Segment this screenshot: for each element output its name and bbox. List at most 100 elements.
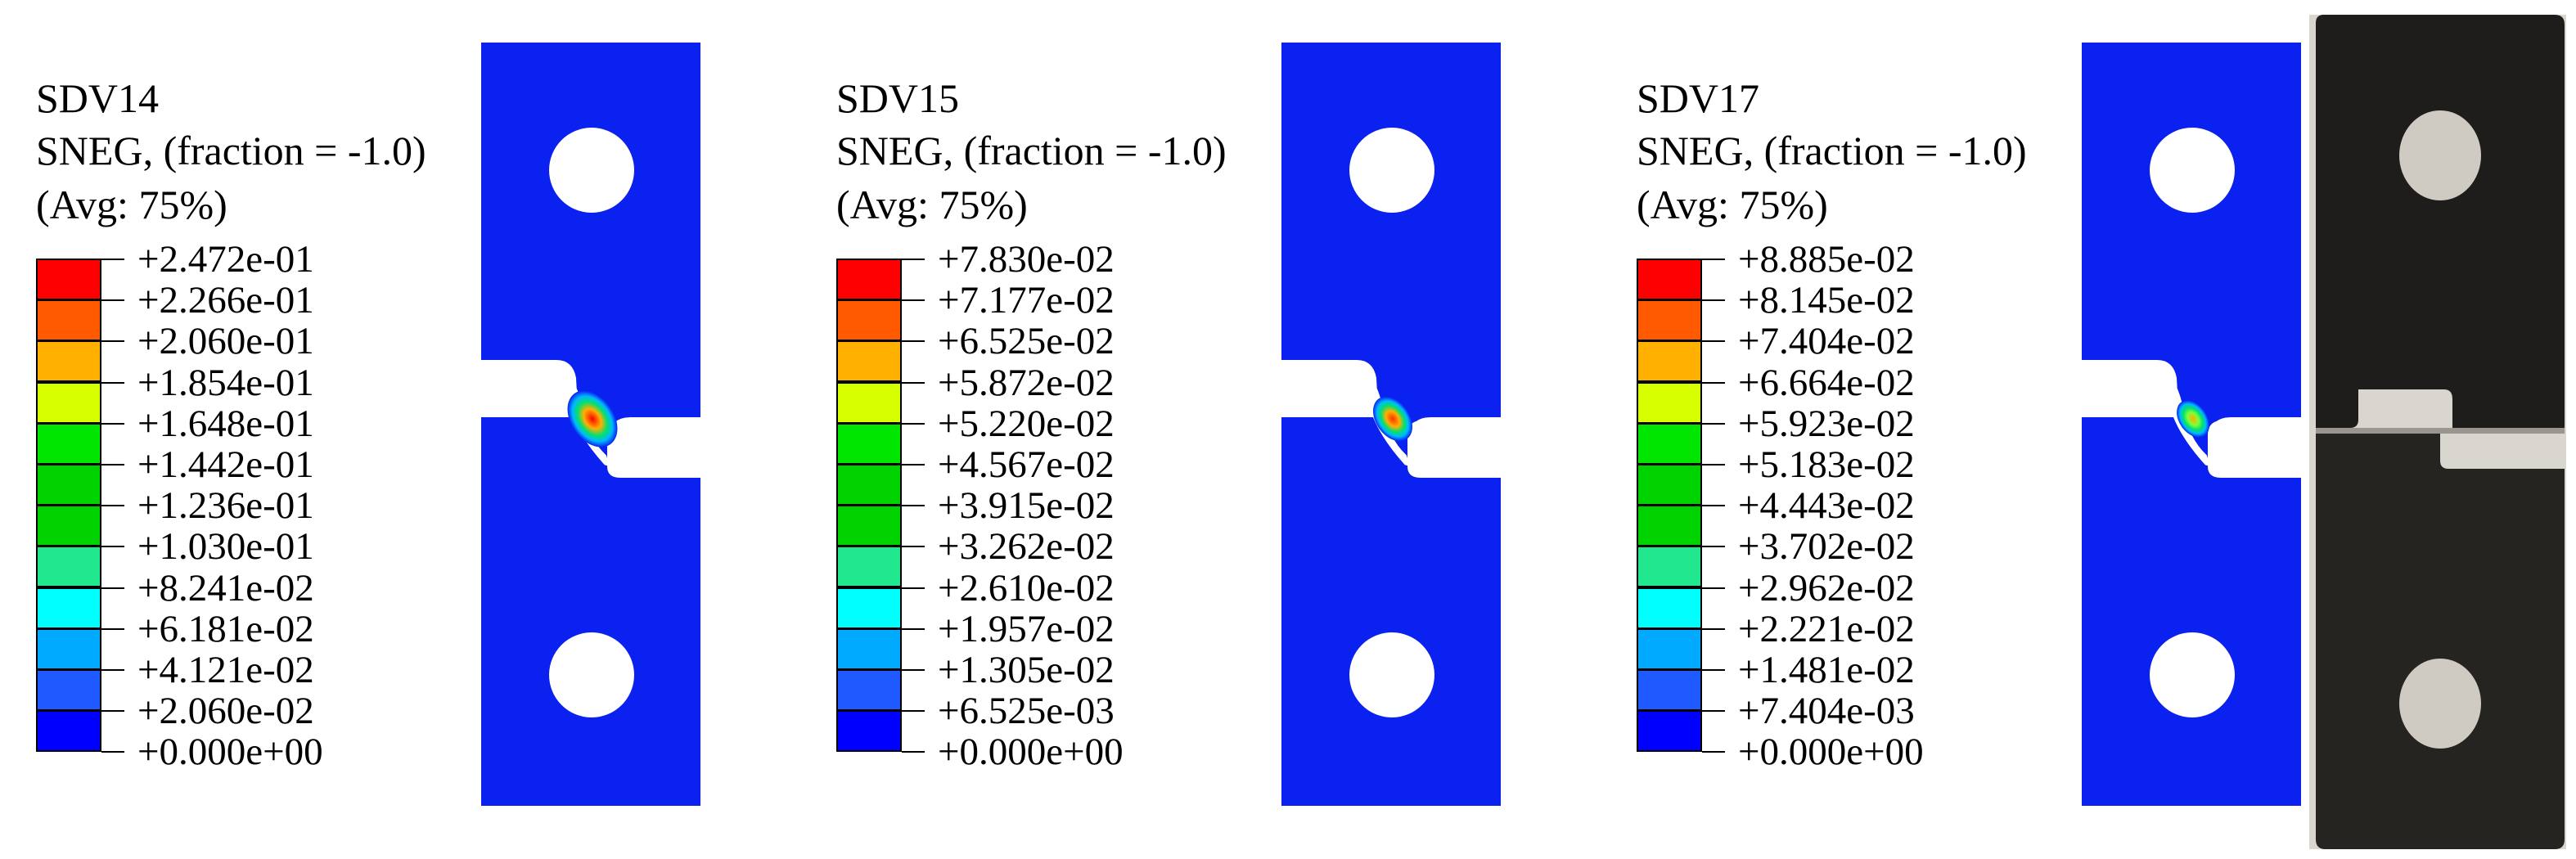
legend-color-band <box>836 505 902 547</box>
legend-color-band <box>836 546 902 588</box>
legend-color-band <box>836 627 902 670</box>
legend-value: +2.221e-02 <box>1738 607 1915 650</box>
damage-hotspot <box>2177 400 2209 438</box>
legend-color-band <box>1637 546 1702 588</box>
legend-tick <box>902 340 925 343</box>
legend-tick <box>902 259 925 260</box>
specimen-upper-arm <box>481 43 700 458</box>
legend-tick <box>902 710 925 713</box>
legend-value: +6.525e-03 <box>938 690 1115 733</box>
legend-value: +4.121e-02 <box>137 649 314 691</box>
legend-value: +1.481e-02 <box>1738 649 1915 691</box>
legend-color-band <box>836 587 902 629</box>
variable-description: SNEG, (fraction = -1.0) <box>36 128 426 173</box>
legend-tick <box>902 464 925 465</box>
variable-description: SNEG, (fraction = -1.0) <box>836 128 1227 173</box>
averaging-note: (Avg: 75%) <box>1637 182 1828 227</box>
legend-color-band <box>1637 259 1702 300</box>
legend-tick <box>1702 627 1725 630</box>
specimen-lower-arm <box>2082 417 2301 806</box>
variable-description: SNEG, (fraction = -1.0) <box>1637 128 2027 173</box>
legend-tick <box>101 505 124 507</box>
specimen-upper-arm <box>1281 43 1501 458</box>
contour-legend: +8.885e-02 +8.145e-02 +7.404e-02 +6.664e-02… <box>1637 238 1931 773</box>
legend-color-band <box>36 505 101 547</box>
tested-specimen-photo <box>2309 15 2566 849</box>
legend-color-band <box>1637 627 1702 670</box>
legend-tick <box>101 259 124 260</box>
variable-name: SDV17 <box>1637 75 1760 121</box>
upper-bolt-hole <box>549 128 634 213</box>
legend-tick <box>1702 464 1725 465</box>
lower-bolt-hole <box>2399 659 2481 749</box>
legend-tick <box>101 627 124 630</box>
legend-color-band <box>36 546 101 588</box>
left-notch <box>1275 360 1378 417</box>
legend-value: +1.854e-01 <box>137 361 314 404</box>
legend-tick <box>1702 259 1725 260</box>
legend-tick <box>902 546 925 548</box>
legend-color-band <box>1637 422 1702 465</box>
legend-value: +1.305e-02 <box>938 649 1115 691</box>
legend-tick <box>902 422 925 425</box>
legend-color-band <box>1637 381 1702 424</box>
legend-value: +8.145e-02 <box>1738 279 1915 322</box>
legend-tick <box>101 669 124 671</box>
legend-tick <box>101 587 124 589</box>
legend-value: +3.702e-02 <box>1738 525 1915 569</box>
specimen-lower-half <box>2316 434 2565 849</box>
legend-value: +7.177e-02 <box>938 279 1115 322</box>
legend-value: +5.872e-02 <box>938 361 1115 404</box>
legend-color-band <box>1637 340 1702 383</box>
specimen-contour-plot-sdv14 <box>475 43 704 806</box>
legend-color-band <box>36 587 101 629</box>
legend-value: +3.262e-02 <box>938 525 1115 569</box>
right-notch <box>2208 421 2304 478</box>
averaging-note: (Avg: 75%) <box>36 182 227 227</box>
legend-tick <box>902 669 925 671</box>
legend-color-band <box>836 422 902 465</box>
right-notch <box>607 421 704 478</box>
contour-panel-sdv14: SDV14 SNEG, (fraction = -1.0) (Avg: 75%)… <box>36 0 494 859</box>
legend-tick <box>1702 381 1725 384</box>
legend-tick <box>101 546 124 548</box>
specimen-contour-plot-sdv17 <box>2075 43 2304 806</box>
legend-color-band <box>836 669 902 711</box>
legend-value: +2.060e-01 <box>137 320 314 363</box>
legend-tick <box>101 710 124 713</box>
variable-name: SDV15 <box>836 75 960 121</box>
legend-value: +2.610e-02 <box>938 566 1115 609</box>
legend-tick <box>1702 546 1725 548</box>
legend-value: +7.404e-02 <box>1738 320 1915 363</box>
specimen-contour-plot-sdv15 <box>1275 43 1504 806</box>
legend-color-band <box>36 710 101 753</box>
legend-value: +5.183e-02 <box>1738 443 1915 486</box>
legend-color-band <box>36 381 101 424</box>
legend-tick <box>101 422 124 425</box>
legend-tick <box>1702 587 1725 589</box>
legend-value: +1.442e-01 <box>137 443 314 486</box>
averaging-note: (Avg: 75%) <box>836 182 1028 227</box>
legend-tick <box>101 751 124 753</box>
upper-bolt-hole <box>2399 110 2481 200</box>
legend-value: +5.220e-02 <box>938 402 1115 445</box>
legend-tick <box>902 381 925 384</box>
legend-value: +1.648e-01 <box>137 402 314 445</box>
legend-value: +1.957e-02 <box>938 607 1115 650</box>
legend-tick <box>101 299 124 302</box>
damage-hotspot <box>1373 396 1412 442</box>
legend-color-band <box>836 299 902 342</box>
legend-tick <box>1702 422 1725 425</box>
legend-color-band <box>36 299 101 342</box>
legend-value: +0.000e+00 <box>938 731 1124 774</box>
legend-value: +6.525e-02 <box>938 320 1115 363</box>
legend-color-band <box>36 669 101 711</box>
legend-color-band <box>836 381 902 424</box>
legend-color-band <box>1637 669 1702 711</box>
upper-bolt-hole <box>1349 128 1434 213</box>
contour-legend: +2.472e-01 +2.266e-01 +2.060e-01 +1.854e-01… <box>36 238 331 773</box>
legend-color-band <box>836 259 902 300</box>
specimen-lower-arm <box>1281 417 1501 806</box>
legend-value: +8.241e-02 <box>137 566 314 609</box>
legend-color-band <box>36 259 101 300</box>
